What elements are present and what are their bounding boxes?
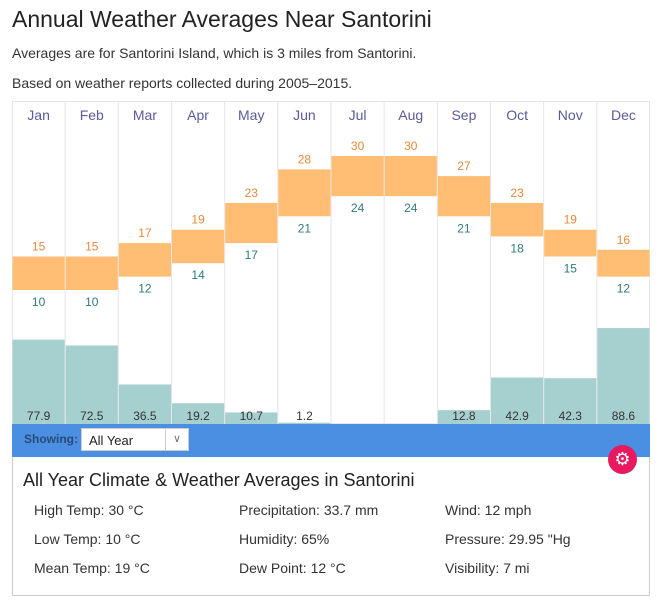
gear-icon[interactable]: ⚙: [608, 445, 637, 474]
low-temp-label: 10: [85, 295, 99, 309]
rain-value-label: 12.8: [452, 409, 476, 423]
weather-chart: Jan 77.9 15 10 Feb 72.5 15 10 Mar 36.5 17 12 Apr 19.2…: [12, 101, 650, 424]
location-note: Averages are for Santorini Island, which…: [12, 45, 417, 61]
low-temp-label: 17: [245, 248, 259, 262]
period-select-value: All Year: [89, 433, 134, 448]
summary-stat: Humidity: 65%: [239, 531, 330, 547]
rain-bar: [278, 422, 331, 424]
month-label: Jun: [293, 107, 316, 123]
summary-panel: All Year Climate & Weather Averages in S…: [12, 457, 650, 596]
rain-value-label: 72.5: [80, 409, 104, 423]
high-temp-label: 23: [510, 186, 524, 200]
period-select[interactable]: All Year ∨: [81, 428, 189, 451]
rain-value-label: 36.5: [133, 409, 157, 423]
temp-range-bar: [491, 202, 544, 237]
rain-bar: [597, 328, 650, 424]
data-period-note: Based on weather reports collected durin…: [12, 75, 353, 91]
month-label: May: [238, 107, 264, 123]
temp-range-bar: [65, 256, 118, 290]
summary-stat: Pressure: 29.95 "Hg: [445, 531, 571, 547]
rain-bar: [172, 403, 225, 424]
low-temp-label: 12: [138, 282, 152, 296]
month-label: Jan: [27, 107, 50, 123]
high-temp-label: 19: [564, 213, 578, 227]
rain-value-label: 19.2: [186, 409, 210, 423]
page-title: Annual Weather Averages Near Santorini: [12, 6, 432, 32]
summary-stat: Mean Temp: 19 °C: [34, 560, 150, 576]
summary-stat: Dew Point: 12 °C: [239, 560, 346, 576]
temp-range-bar: [331, 156, 384, 197]
rain-bar: [437, 410, 490, 424]
rain-bar: [65, 345, 118, 424]
high-temp-label: 17: [138, 226, 152, 240]
temp-range-bar: [12, 256, 65, 290]
rain-bar: [491, 377, 544, 424]
summary-stat: Wind: 12 mph: [445, 502, 532, 518]
rain-bar: [12, 339, 65, 424]
showing-label: Showing:: [24, 432, 78, 446]
summary-stat: Low Temp: 10 °C: [34, 531, 141, 547]
month-label: Mar: [133, 107, 157, 123]
rain-value-label: 42.9: [505, 409, 529, 423]
high-temp-label: 15: [32, 240, 46, 254]
summary-stat: High Temp: 30 °C: [34, 502, 144, 518]
rain-value-label: 88.6: [612, 409, 636, 423]
high-temp-label: 15: [85, 240, 99, 254]
month-label: Aug: [398, 107, 423, 123]
low-temp-label: 15: [564, 262, 578, 276]
month-label: Oct: [506, 107, 528, 123]
summary-stat: Precipitation: 33.7 mm: [239, 502, 379, 518]
chevron-down-icon[interactable]: ∨: [165, 429, 188, 450]
high-temp-label: 30: [351, 139, 365, 153]
temp-range-bar: [225, 202, 278, 244]
low-temp-label: 10: [32, 295, 46, 309]
low-temp-label: 18: [510, 241, 524, 255]
rain-value-label: 42.3: [559, 409, 583, 423]
low-temp-label: 24: [404, 201, 418, 215]
temp-range-bar: [597, 249, 650, 277]
temp-range-bar: [384, 156, 437, 197]
high-temp-label: 16: [617, 233, 631, 247]
low-temp-label: 14: [191, 268, 205, 282]
temp-range-bar: [544, 229, 597, 257]
rain-bar: [544, 378, 597, 424]
low-temp-label: 12: [617, 282, 631, 296]
temp-range-bar: [437, 176, 490, 217]
filter-bar: Showing: All Year ∨: [12, 424, 650, 457]
temp-range-bar: [278, 169, 331, 217]
month-label: Nov: [558, 107, 583, 123]
temp-range-bar: [118, 243, 171, 277]
rain-value-label: 77.9: [27, 409, 51, 423]
rain-value-label: 10.7: [240, 409, 264, 423]
rain-bar: [225, 412, 278, 424]
month-label: Jul: [349, 107, 367, 123]
month-label: Dec: [611, 107, 636, 123]
low-temp-label: 21: [298, 221, 312, 235]
rain-value-label: 1.2: [296, 409, 313, 423]
temp-range-bar: [172, 229, 225, 264]
month-label: Apr: [187, 107, 209, 123]
high-temp-label: 30: [404, 139, 418, 153]
high-temp-label: 27: [457, 159, 471, 173]
summary-title: All Year Climate & Weather Averages in S…: [23, 470, 415, 490]
summary-stat: Visibility: 7 mi: [445, 560, 530, 576]
rain-bar: [118, 384, 171, 424]
low-temp-label: 24: [351, 201, 365, 215]
high-temp-label: 23: [245, 186, 259, 200]
high-temp-label: 28: [298, 152, 312, 166]
low-temp-label: 21: [457, 221, 471, 235]
month-label: Sep: [451, 107, 476, 123]
month-label: Feb: [80, 107, 104, 123]
high-temp-label: 19: [191, 213, 205, 227]
